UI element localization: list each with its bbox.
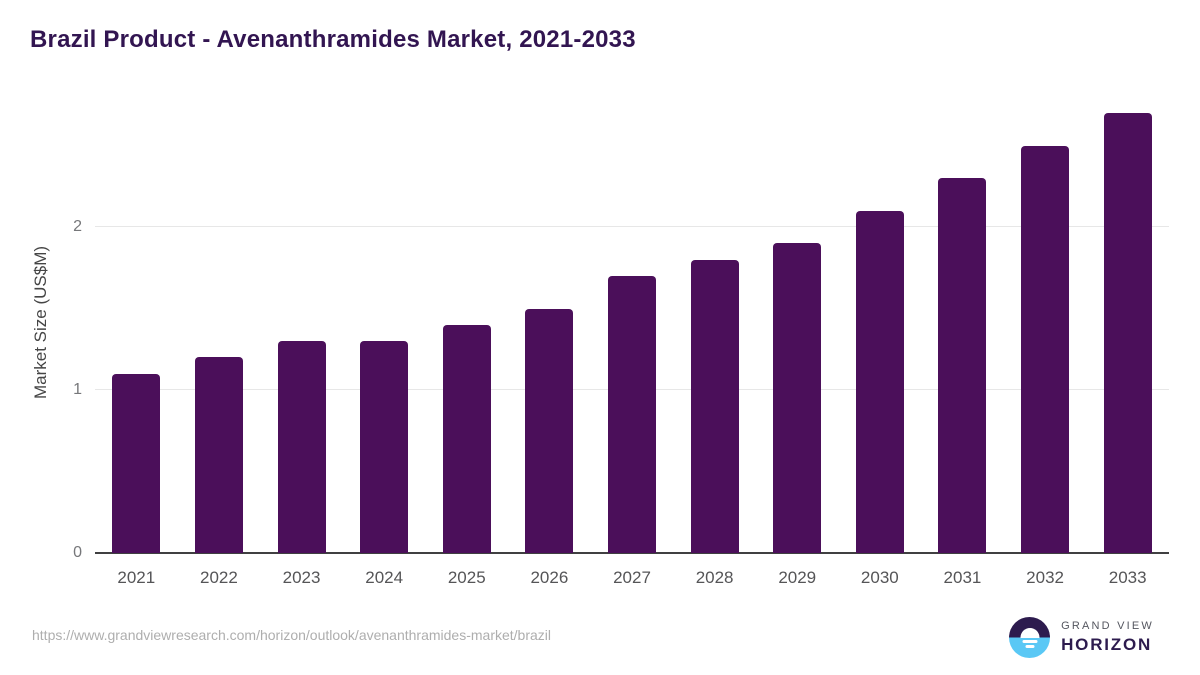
bar-2027[interactable] [608, 275, 656, 553]
horizon-sun-logo-icon [1009, 617, 1051, 658]
brand-name-bottom: HORIZON [1061, 635, 1153, 654]
logo-reflection-line-1 [1022, 640, 1038, 643]
bar-2031[interactable] [938, 178, 987, 553]
x-tick-2026: 2026 [530, 568, 569, 587]
bar-2024[interactable] [360, 341, 409, 553]
brand-name-top: GRAND VIEW [1061, 620, 1154, 632]
y-tick-1: 1 [73, 380, 82, 398]
x-tick-2028: 2028 [695, 568, 734, 587]
bar-2023[interactable] [277, 341, 326, 553]
bar-2021[interactable] [112, 373, 161, 553]
x-tick-2030: 2030 [860, 568, 899, 587]
bar-2033[interactable] [1103, 112, 1152, 553]
y-axis-title: Market Size (US$M) [31, 245, 50, 399]
plot-area [95, 108, 1169, 554]
brand-wordmark: GRAND VIEW HORIZON [1061, 620, 1154, 655]
x-tick-2029: 2029 [778, 568, 817, 587]
bar-2022[interactable] [194, 357, 243, 553]
bar-2026[interactable] [525, 308, 574, 553]
bar-2032[interactable] [1021, 145, 1070, 553]
x-tick-2031: 2031 [943, 568, 982, 587]
logo-sun-dome [1020, 628, 1040, 638]
chart-title: Brazil Product - Avenanthramides Market,… [30, 26, 636, 53]
brand-logo: GRAND VIEW HORIZON [1009, 617, 1154, 658]
logo-reflection-line-2 [1025, 645, 1035, 648]
x-tick-2027: 2027 [613, 568, 651, 587]
x-tick-2033: 2033 [1108, 568, 1147, 587]
gridline-2 [95, 226, 1169, 227]
x-tick-2024: 2024 [365, 568, 404, 587]
source-url: https://www.grandviewresearch.com/horizo… [32, 627, 552, 643]
x-axis-line [95, 552, 1169, 554]
bar-2030[interactable] [855, 210, 904, 553]
y-tick-2: 2 [73, 217, 82, 235]
y-tick-0: 0 [73, 544, 82, 561]
x-tick-2021: 2021 [117, 568, 156, 587]
x-tick-2023: 2023 [282, 568, 321, 587]
x-tick-2025: 2025 [447, 568, 486, 587]
bar-2025[interactable] [442, 324, 491, 553]
x-axis-ticks: 2021 2022 2023 2024 2025 2026 2027 2028 2029 2030… [95, 566, 1169, 590]
bar-2028[interactable] [690, 259, 739, 553]
x-tick-2032: 2032 [1026, 568, 1064, 587]
x-tick-2022: 2022 [200, 568, 238, 587]
bar-2029[interactable] [773, 243, 822, 553]
